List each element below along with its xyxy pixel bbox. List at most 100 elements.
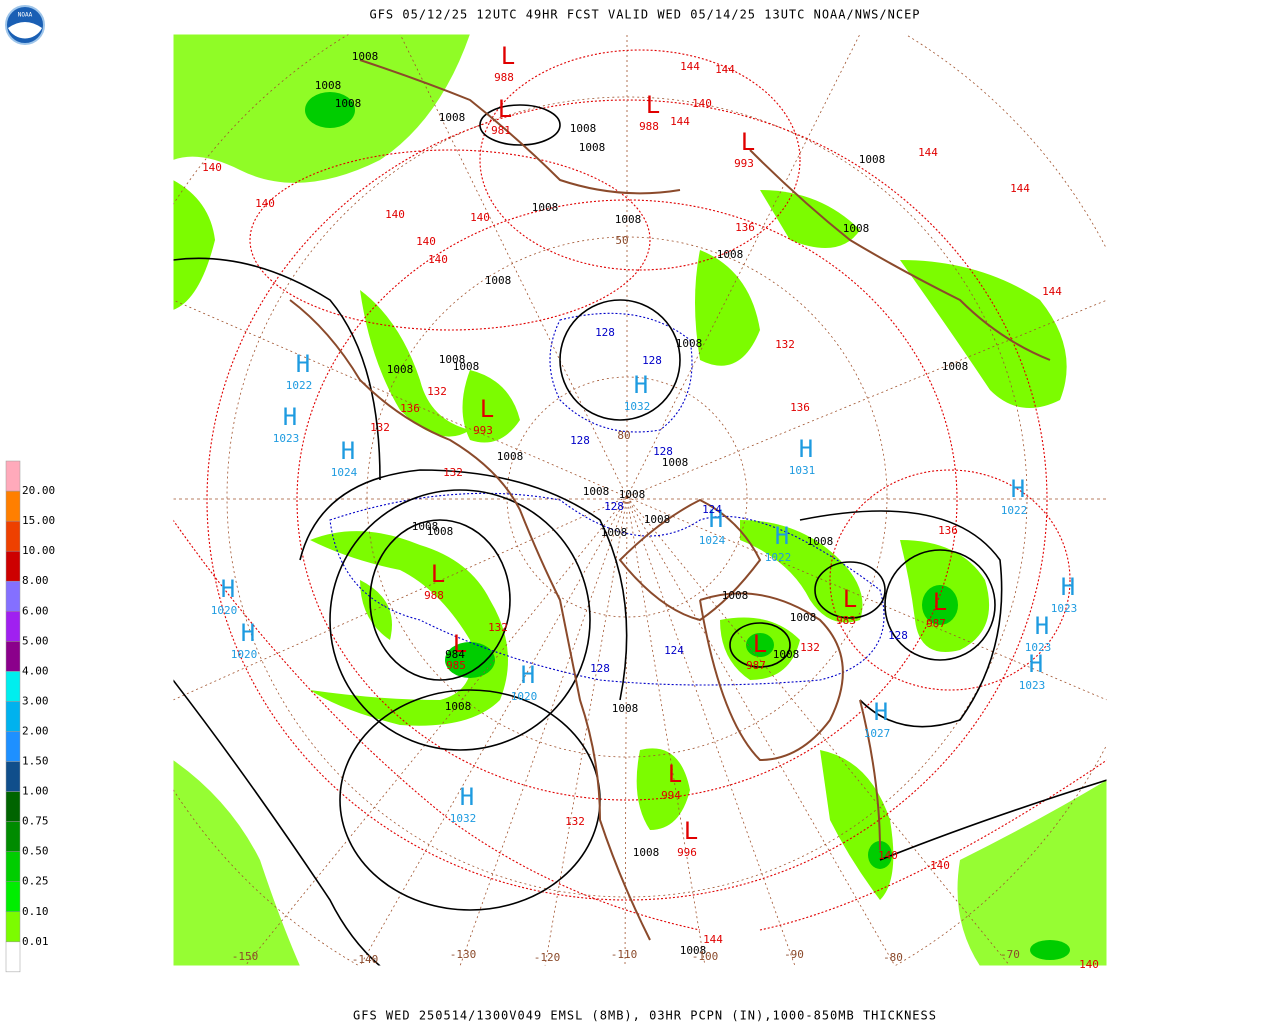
contour-label: 1008: [680, 944, 707, 957]
map: [173, 34, 1107, 966]
center-pressure: 987: [926, 617, 946, 630]
center-pressure: 993: [734, 157, 754, 170]
legend-swatch: [5, 671, 21, 702]
contour-label: 128: [653, 445, 673, 458]
contour-label: 1008: [387, 363, 414, 376]
center-letter: L: [453, 630, 467, 658]
contour-label: 1008: [722, 589, 749, 602]
legend-label: 1.50: [22, 755, 49, 768]
contour-label: 140: [1079, 958, 1099, 971]
legend-swatch: [5, 490, 21, 522]
center-pressure: 1023: [1019, 679, 1046, 692]
center-pressure: 1020: [231, 648, 258, 661]
contour-label: 1008: [676, 337, 703, 350]
cold-contours: [329, 312, 885, 686]
contour-label: 984: [445, 648, 465, 661]
center-letter: L: [668, 760, 682, 788]
contour-label: 140: [428, 253, 448, 266]
contour-label: 80: [617, 429, 630, 442]
contour-label: -90: [784, 948, 804, 961]
contour-label: 1008: [335, 97, 362, 110]
center-letter: L: [741, 128, 755, 156]
center-letter: H: [1029, 650, 1043, 678]
center-letter: L: [933, 588, 947, 616]
center-pressure: 1032: [624, 400, 651, 413]
contour-label: 144: [715, 63, 735, 76]
contour-label: 1008: [633, 846, 660, 859]
contour-label: 1008: [790, 611, 817, 624]
center-pressure: 987: [746, 659, 766, 672]
contour-label: 50: [615, 234, 628, 247]
legend-label: 3.00: [22, 694, 49, 707]
contour-label: 1008: [843, 222, 870, 235]
legend-swatch: [5, 851, 21, 882]
contour-label: 132: [800, 641, 820, 654]
graticule: [173, 34, 1107, 966]
center-pressure: 1023: [1051, 602, 1078, 615]
center-letter: L: [498, 95, 512, 123]
center-letter: H: [634, 371, 648, 399]
contour-label: 132: [775, 338, 795, 351]
contour-label: 124: [664, 644, 684, 657]
legend-swatch: [5, 941, 21, 973]
center-pressure: 1032: [450, 812, 477, 825]
contour-label: -80: [883, 951, 903, 964]
center-pressure: 1022: [1001, 504, 1028, 517]
legend-label: 0.01: [22, 935, 49, 948]
isobars: [173, 104, 1107, 966]
legend-swatch: [5, 550, 21, 582]
center-letter: H: [521, 661, 535, 689]
center-pressure: 994: [661, 789, 681, 802]
contour-label: 1008: [601, 526, 628, 539]
center-letter: L: [753, 630, 767, 658]
contour-label: 1008: [412, 520, 439, 533]
noaa-logo: NOAA: [5, 5, 45, 45]
title: GFS 05/12/25 12UTC 49HR FCST VALID WED 0…: [369, 8, 920, 22]
legend-swatch: [5, 580, 21, 612]
contour-label: 1008: [583, 485, 610, 498]
contour-label: -70: [1000, 948, 1020, 961]
contour-label: 136: [790, 401, 810, 414]
contour-label: 1008: [485, 274, 512, 287]
legend-swatch: [5, 611, 21, 642]
center-pressure: 1027: [864, 727, 891, 740]
footer: GFS WED 250514/1300V049 EMSL (8MB), 03HR…: [353, 1009, 937, 1023]
contour-label: 132: [565, 815, 585, 828]
map-background: [173, 34, 1107, 966]
contour-label: 140: [878, 849, 898, 862]
legend-label: 0.25: [22, 875, 49, 888]
legend-label: 0.50: [22, 845, 49, 858]
contour-label: -150: [232, 950, 259, 963]
contour-label: 1008: [773, 648, 800, 661]
legend-label: 15.00: [22, 514, 55, 527]
contour-label: 1008: [439, 111, 466, 124]
center-letter: H: [709, 505, 723, 533]
contour-label: 1008: [497, 450, 524, 463]
center-pressure: 988: [424, 589, 444, 602]
legend-label: 0.75: [22, 815, 49, 828]
center-letter: L: [501, 42, 515, 70]
center-pressure: 988: [494, 71, 514, 84]
contour-label: -110: [611, 948, 638, 961]
center-pressure: 1022: [765, 551, 792, 564]
contour-label: 1008: [615, 213, 642, 226]
center-letter: L: [431, 560, 445, 588]
contour-label: 128: [590, 662, 610, 675]
legend-swatch: [5, 821, 21, 852]
contour-label: 1008: [445, 700, 472, 713]
legend-swatch: [5, 761, 21, 792]
contour-label: 140: [470, 211, 490, 224]
center-pressure: 1024: [331, 466, 358, 479]
thickness-contours: [173, 49, 1107, 931]
center-pressure: 985: [446, 659, 466, 672]
contour-label: 1008: [612, 702, 639, 715]
contour-label: 144: [1010, 182, 1030, 195]
contour-label: 132: [370, 421, 390, 434]
legend-swatch: [5, 641, 21, 672]
contour-label: 140: [930, 859, 950, 872]
contour-label: 140: [385, 208, 405, 221]
contour-label: -130: [450, 948, 477, 961]
legend-swatch: [5, 701, 21, 732]
